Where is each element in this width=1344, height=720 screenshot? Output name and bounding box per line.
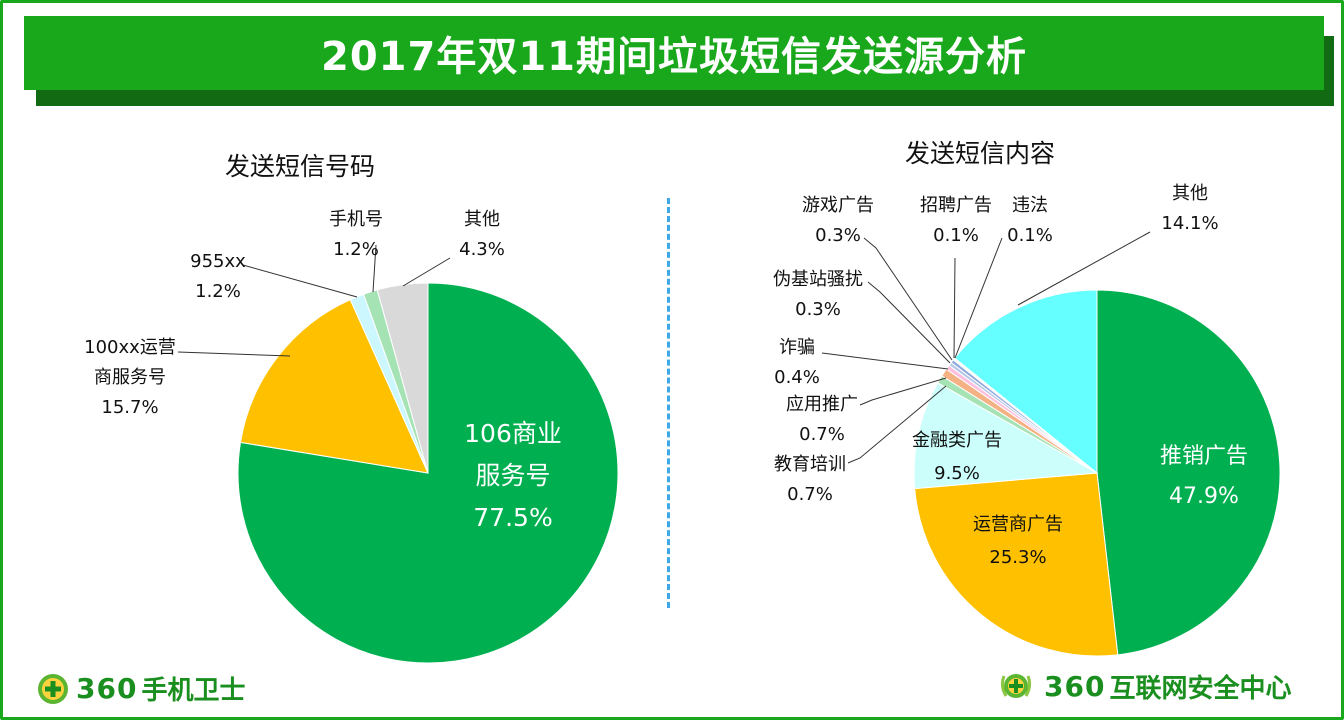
pie-2-value-label-3: 0.7% (787, 484, 833, 505)
pie-2-category-label-9: 违法 (1012, 195, 1048, 216)
pie-1-slice-4 (376, 282, 429, 474)
right-logo: 360 互联网安全中心 (996, 666, 1291, 706)
dashed-divider (667, 198, 670, 608)
pie-2-leader-6 (867, 281, 951, 364)
pie-2-category-label-4: 应用推广 (786, 394, 858, 415)
pie-1-value-label-0: 77.5% (473, 503, 552, 532)
pie-2-category-label-1: 运营商广告 (973, 514, 1063, 535)
pie-1-value-label-1: 15.7% (101, 397, 158, 418)
pie-2-slice-10 (953, 289, 1098, 475)
left-logo-number: 360 (76, 672, 138, 705)
left-logo-text: 手机卫士 (141, 676, 246, 706)
pie-2-leader-7 (863, 237, 953, 361)
pie-1-category-label-0: 106商业 (464, 419, 562, 448)
pie-1-category-label-4: 其他 (464, 209, 500, 230)
360-shield-plus-icon (1000, 674, 1032, 698)
pie-2-category-label-10: 其他 (1172, 183, 1208, 204)
pie-1-category-label-2: 955xx (190, 251, 246, 272)
pie-1-leader-3 (372, 244, 377, 293)
pie-2-leader-4 (859, 377, 947, 406)
chart-2-title: 发送短信内容 (905, 139, 1056, 168)
pie-1-value-label-2: 1.2% (195, 281, 241, 302)
pie-2-value-label-5: 0.4% (774, 367, 820, 388)
pie-2-slice-2 (913, 382, 1099, 490)
pie-2-value-label-1: 25.3% (989, 547, 1046, 568)
pie-2-value-label-0: 47.9% (1169, 484, 1239, 509)
pie-1-slice-1 (239, 298, 429, 474)
pie-2-value-label-7: 0.3% (815, 225, 861, 246)
right-logo-number: 360 (1044, 669, 1106, 703)
pie-2-value-label-6: 0.3% (795, 299, 841, 320)
pie-2-value-label-2: 9.5% (934, 463, 980, 484)
pie-2-leader-5 (821, 352, 949, 370)
pie-2-category-label-0: 推销广告 (1160, 444, 1248, 469)
pie-1-category-label-3: 手机号 (329, 209, 383, 230)
pie-1-category-label-1: 100xx运营 (84, 337, 176, 358)
pie-2-value-label-8: 0.1% (933, 225, 979, 246)
pie-chart-2: 推销广告 47.9% 运营商广告 25.3% 金融类广告 9.5% 教育培训 0.7% 应用推广… (773, 183, 1281, 657)
pie-2-leader-8 (953, 257, 956, 359)
pie-2-leader-10 (1017, 231, 1151, 306)
pie-2-leader-3 (847, 385, 947, 464)
pie-1-leader-1 (177, 351, 291, 357)
pie-1-category-label-1: 商服务号 (94, 367, 166, 388)
pie-1-category-label-0: 服务号 (475, 461, 550, 490)
pie-2-category-label-2: 金融类广告 (912, 430, 1002, 451)
pie-1-value-label-4: 4.3% (459, 239, 505, 260)
pie-1-value-label-3: 1.2% (333, 239, 379, 260)
pie-2-category-label-8: 招聘广告 (920, 195, 992, 216)
pie-1-leader-2 (242, 264, 358, 298)
page-title: 2017年双11期间垃圾短信发送源分析 (24, 16, 1324, 90)
pie-2-value-label-4: 0.7% (799, 424, 845, 445)
pie-2-leader-9 (954, 237, 1003, 359)
pie-2-category-label-6: 伪基站骚扰 (773, 269, 863, 290)
chart-1-title: 发送短信号码 (225, 152, 376, 181)
right-logo-text: 互联网安全中心 (1109, 673, 1292, 704)
pie-2-slice-1 (914, 472, 1119, 657)
pie-2-category-label-3: 教育培训 (774, 454, 846, 475)
pie-1-leader-4 (402, 257, 451, 287)
360-shield-plus-icon (38, 673, 68, 704)
pie-2-value-label-9: 0.1% (1007, 225, 1053, 246)
pie-2-category-label-5: 诈骗 (779, 337, 815, 358)
pie-2-value-label-10: 14.1% (1161, 213, 1218, 234)
pie-2-category-label-7: 游戏广告 (802, 195, 874, 216)
left-logo: 360 手机卫士 (36, 670, 245, 707)
pie-2-slice-0 (1096, 289, 1281, 656)
